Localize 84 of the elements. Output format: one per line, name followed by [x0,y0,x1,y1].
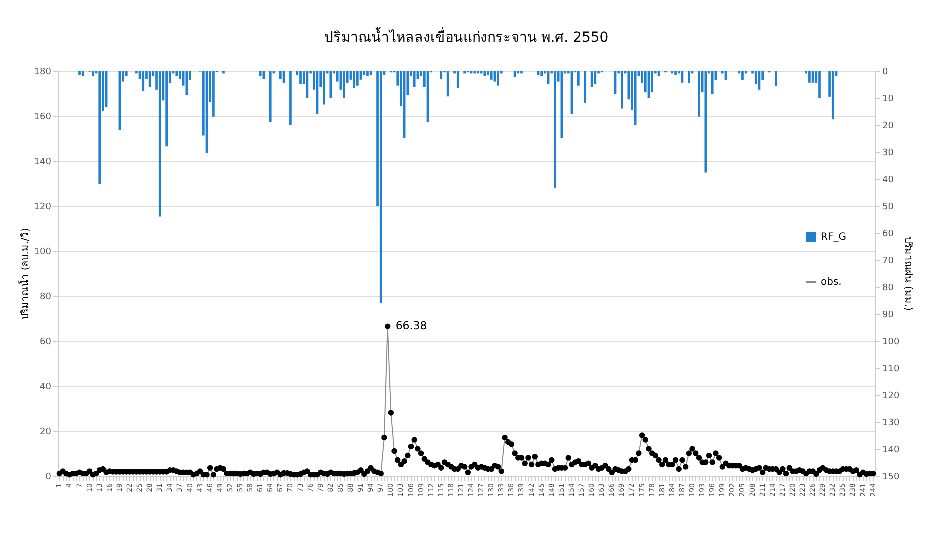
y2-tick-label: 70 [882,256,894,266]
bar [176,71,178,76]
bar [148,71,152,88]
y-tick-label: 0 [46,472,52,482]
legend-label: obs. [821,277,842,288]
y2-tick-label: 40 [882,176,894,186]
bar [290,71,292,125]
bar [464,71,466,74]
y2-tick-label: 80 [882,284,894,294]
y2-tick-label: 20 [882,122,894,132]
y-tick-label: 160 [34,112,52,122]
bar [775,71,778,86]
bar [166,71,168,147]
bar [456,71,460,88]
bar [674,71,677,76]
y-tick-label: 120 [34,202,52,212]
bar [634,71,637,125]
bar [698,71,700,117]
bar [82,71,84,76]
y-axis-title: ปริมาณน้ำ (ลบ.ม./วิ) [17,228,32,320]
bar [554,71,556,188]
y-tick-label: 180 [34,68,52,78]
y2-tick-label: 30 [882,148,894,158]
chart-title: ปริมาณน้ำไหลลงเขื่อนแก่งกระจาน พ.ศ. 2550 [324,27,609,46]
bar [704,71,708,173]
bar [440,71,443,80]
bar [484,71,486,76]
y2-tick-label: 150 [882,472,900,482]
bar [142,71,145,92]
bar [356,71,359,86]
y2-tick-label: 90 [882,310,894,320]
bar [832,71,834,120]
bar [323,71,326,105]
bar [594,71,597,84]
bar [279,71,282,80]
y-tick-label: 60 [40,338,52,348]
bar [520,71,523,74]
y2-tick-label: 60 [882,230,894,240]
bar [353,71,356,88]
y2-tick-label: 140 [882,446,900,456]
y-tick-label: 20 [40,428,52,438]
bar [446,71,450,97]
bar [818,71,821,98]
bar [621,71,624,109]
bar [584,71,587,104]
y-tick-label: 40 [40,382,52,392]
bar [300,71,302,84]
bar [269,71,272,122]
y2-axis-title: ปริมาณฝน (มม.) [902,236,914,312]
bar [688,71,690,84]
y2-tick-label: 120 [882,392,900,402]
y2-tick-label: 100 [882,338,900,348]
bar [78,71,81,76]
legend-label: RF_G [821,232,846,243]
bar [413,71,416,88]
bar [380,71,382,304]
y-tick-label: 140 [34,158,52,168]
bar [742,71,744,80]
y2-tick-label: 0 [882,68,888,78]
bar [186,71,188,96]
y2-tick-label: 130 [882,418,900,428]
bar [92,71,94,76]
y-tick-label: 100 [34,248,52,258]
bar [477,71,480,74]
bar [490,71,493,80]
bar [330,71,332,98]
y2-tick-label: 10 [882,94,894,104]
bar [711,71,714,94]
data-label: 66.38 [396,320,428,333]
y2-tick-label: 110 [882,364,900,374]
bar [343,71,346,98]
bar [474,71,476,74]
bar [366,71,369,76]
y2-tick-label: 50 [882,202,894,212]
bar [578,71,580,86]
bar [808,71,811,83]
bar [158,71,162,217]
bar [98,71,102,184]
bar [517,71,520,74]
bar [497,71,500,86]
bar [540,71,544,76]
y-tick-label: 80 [40,292,52,302]
bar [212,71,215,117]
bar [222,71,225,74]
